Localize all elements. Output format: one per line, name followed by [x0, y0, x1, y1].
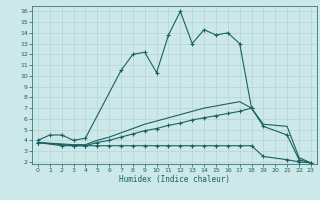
X-axis label: Humidex (Indice chaleur): Humidex (Indice chaleur) — [119, 175, 230, 184]
